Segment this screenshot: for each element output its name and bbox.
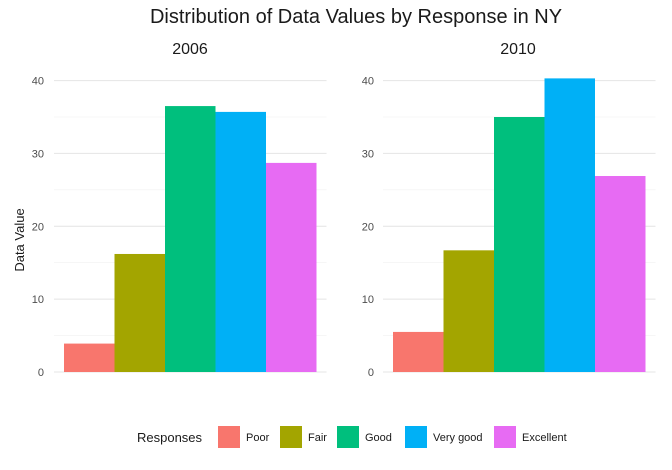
y-tick-label: 10	[32, 294, 44, 306]
legend-label: Fair	[308, 432, 327, 444]
y-tick-label: 40	[32, 76, 44, 88]
legend-key	[405, 426, 427, 448]
y-tick-label: 30	[32, 148, 44, 160]
legend-item-fair: Fair	[280, 426, 327, 448]
y-tick-label: 40	[362, 76, 374, 88]
bar-2006-fair	[114, 253, 165, 372]
y-tick-label: 0	[38, 367, 44, 379]
y-tick-label: 0	[368, 367, 374, 379]
facet-title: 2010	[500, 41, 536, 58]
facet-title: 2006	[172, 41, 208, 58]
bar-2010-fair	[443, 250, 494, 372]
legend-label: Excellent	[522, 432, 567, 444]
bar-2010-poor	[393, 331, 444, 372]
facet-panel-2006: 0 10 20 30 40 2006	[32, 41, 327, 379]
y-tick-label: 10	[362, 294, 374, 306]
facet-panels: 0 10 20 30 40 2006 0 10 20 30 40 2010	[32, 41, 656, 379]
legend-key	[218, 426, 240, 448]
legend-item-poor: Poor	[218, 426, 270, 448]
facet-panel-2010: 0 10 20 30 40 2010	[362, 41, 656, 379]
bar-2010-very-good	[544, 78, 595, 372]
legend-key	[494, 426, 516, 448]
legend-label: Good	[365, 432, 392, 444]
legend-key	[337, 426, 359, 448]
legend-label: Poor	[246, 432, 270, 444]
bar-2006-very-good	[215, 111, 266, 373]
y-tick-label: 20	[32, 221, 44, 233]
y-tick-label: 20	[362, 221, 374, 233]
y-tick-label: 30	[362, 148, 374, 160]
bar-2010-excellent	[595, 176, 646, 372]
legend-item-good: Good	[337, 426, 392, 448]
chart-title: Distribution of Data Values by Response …	[150, 6, 562, 28]
legend-item-excellent: Excellent	[494, 426, 567, 448]
legend: Responses Poor Fair Good Very good Excellent	[137, 426, 567, 448]
legend-item-very-good: Very good	[405, 426, 483, 448]
bar-2010-good	[494, 117, 545, 372]
bar-2006-excellent	[266, 162, 317, 372]
legend-title: Responses	[137, 430, 203, 445]
bar-2006-good	[165, 106, 216, 373]
legend-label: Very good	[433, 432, 483, 444]
y-axis-title: Data Value	[12, 208, 27, 271]
legend-key	[280, 426, 302, 448]
bar-2006-poor	[64, 343, 115, 372]
